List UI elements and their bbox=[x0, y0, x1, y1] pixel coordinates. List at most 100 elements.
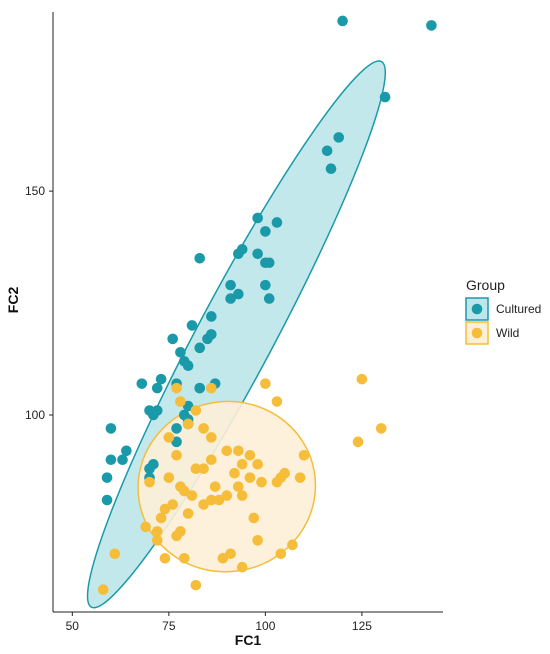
point-wild-43 bbox=[159, 503, 171, 515]
point-wild-62 bbox=[97, 584, 109, 595]
point-cultured-1 bbox=[426, 20, 437, 31]
legend: Group Cultured Wild bbox=[465, 277, 541, 345]
point-cultured-23 bbox=[202, 333, 213, 345]
point-cultured-34 bbox=[194, 382, 206, 394]
x-tick-label-100: 100 bbox=[255, 619, 275, 633]
point-wild-54 bbox=[275, 548, 287, 560]
y-tick-label-150: 150 bbox=[25, 184, 45, 198]
point-wild-0 bbox=[356, 373, 368, 385]
point-wild-26 bbox=[244, 472, 256, 483]
point-cultured-25 bbox=[194, 342, 206, 354]
point-cultured-48 bbox=[105, 454, 117, 466]
point-cultured-0 bbox=[337, 15, 348, 27]
point-wild-59 bbox=[109, 548, 121, 560]
point-wild-20 bbox=[206, 454, 217, 466]
point-wild-53 bbox=[287, 539, 298, 551]
point-wild-51 bbox=[151, 535, 163, 546]
point-cultured-51 bbox=[101, 472, 113, 483]
point-wild-36 bbox=[186, 490, 198, 501]
point-layer bbox=[97, 15, 437, 595]
point-cultured-14 bbox=[263, 257, 275, 269]
point-wild-7 bbox=[375, 423, 387, 434]
point-wild-9 bbox=[182, 418, 194, 430]
point-cultured-7 bbox=[271, 217, 283, 228]
point-wild-30 bbox=[271, 476, 283, 488]
point-cultured-47 bbox=[117, 454, 128, 466]
point-wild-38 bbox=[213, 494, 225, 506]
point-wild-34 bbox=[209, 481, 221, 492]
point-wild-2 bbox=[260, 378, 271, 389]
point-cultured-3 bbox=[333, 132, 345, 143]
point-wild-32 bbox=[233, 481, 244, 492]
legend-marker-cultured bbox=[471, 303, 483, 315]
point-wild-14 bbox=[221, 445, 233, 457]
point-wild-29 bbox=[256, 476, 267, 488]
point-cultured-21 bbox=[186, 320, 198, 331]
point-cultured-2 bbox=[379, 91, 391, 103]
point-cultured-36 bbox=[182, 400, 194, 412]
point-wild-15 bbox=[244, 449, 256, 461]
point-wild-55 bbox=[159, 552, 171, 564]
point-wild-56 bbox=[178, 552, 190, 564]
point-cultured-8 bbox=[260, 226, 271, 237]
point-cultured-20 bbox=[206, 311, 217, 322]
point-wild-45 bbox=[248, 512, 260, 524]
point-cultured-12 bbox=[194, 252, 206, 264]
y-axis-title: FC2 bbox=[5, 287, 21, 314]
legend-label-cultured: Cultured bbox=[496, 302, 541, 316]
point-cultured-15 bbox=[225, 279, 236, 291]
point-wild-40 bbox=[206, 494, 217, 506]
point-wild-58 bbox=[225, 548, 236, 560]
point-wild-35 bbox=[178, 485, 190, 497]
point-wild-19 bbox=[236, 458, 248, 470]
point-wild-50 bbox=[171, 530, 182, 542]
point-wild-21 bbox=[190, 463, 202, 475]
point-wild-6 bbox=[190, 405, 202, 416]
point-cultured-9 bbox=[252, 248, 263, 260]
point-cultured-11 bbox=[233, 248, 244, 260]
point-wild-41 bbox=[198, 499, 209, 510]
point-wild-17 bbox=[298, 449, 310, 461]
point-cultured-19 bbox=[263, 293, 275, 304]
x-tick-label-125: 125 bbox=[352, 619, 372, 633]
point-cultured-45 bbox=[171, 436, 182, 448]
point-wild-25 bbox=[163, 472, 175, 483]
legend-entries: Cultured Wild bbox=[465, 297, 541, 345]
point-wild-12 bbox=[206, 432, 217, 443]
point-cultured-16 bbox=[233, 288, 244, 300]
point-wild-37 bbox=[221, 490, 233, 501]
point-cultured-28 bbox=[182, 360, 194, 372]
point-cultured-4 bbox=[321, 145, 333, 157]
legend-marker-wild bbox=[471, 327, 483, 339]
point-wild-13 bbox=[233, 445, 244, 457]
point-wild-57 bbox=[217, 552, 229, 564]
point-cultured-42 bbox=[171, 423, 182, 434]
y-tick-label-100: 100 bbox=[25, 408, 45, 422]
x-axis-title: FC1 bbox=[235, 632, 262, 648]
x-tick-label-50: 50 bbox=[66, 619, 80, 633]
point-wild-61 bbox=[190, 579, 202, 591]
point-wild-60 bbox=[236, 561, 248, 573]
point-cultured-18 bbox=[225, 293, 236, 304]
point-wild-3 bbox=[206, 382, 217, 394]
point-wild-11 bbox=[198, 423, 209, 434]
point-cultured-24 bbox=[167, 333, 179, 345]
point-cultured-50 bbox=[144, 463, 155, 475]
point-wild-42 bbox=[167, 499, 179, 510]
point-wild-5 bbox=[271, 396, 283, 407]
point-wild-8 bbox=[352, 436, 364, 448]
point-cultured-40 bbox=[148, 409, 159, 421]
point-cultured-30 bbox=[151, 382, 163, 394]
point-cultured-6 bbox=[252, 212, 263, 224]
point-wild-23 bbox=[229, 467, 240, 479]
point-cultured-31 bbox=[155, 373, 167, 385]
legend-label-wild: Wild bbox=[496, 326, 519, 340]
point-wild-22 bbox=[198, 463, 209, 475]
point-cultured-26 bbox=[175, 346, 186, 358]
point-wild-49 bbox=[151, 526, 163, 537]
point-wild-1 bbox=[171, 382, 182, 394]
legend-title: Group bbox=[466, 277, 505, 293]
ellipse-layer bbox=[86, 60, 387, 609]
point-cultured-46 bbox=[121, 445, 132, 457]
